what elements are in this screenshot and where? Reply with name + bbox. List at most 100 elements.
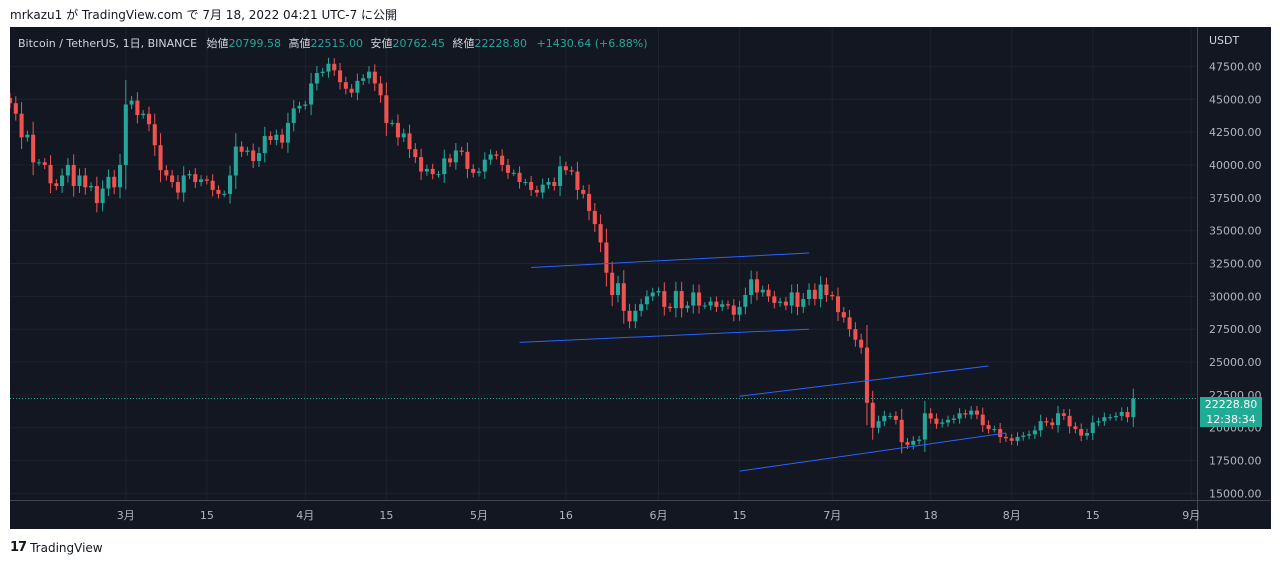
candle-body (77, 175, 82, 186)
symbol-legend: Bitcoin / TetherUS, 1日, BINANCE 始値20799.… (18, 35, 648, 51)
publish-header: mrkazu1 が TradingView.com で 7月 18, 2022 … (10, 8, 398, 22)
candle-body (384, 95, 389, 123)
candle-body (430, 168, 435, 175)
price-tick-label: 32500.00 (1209, 258, 1262, 271)
open-label: 始値 (206, 37, 229, 50)
price-tick-label: 27500.00 (1209, 323, 1262, 336)
candle-body (581, 189, 586, 194)
candle-body (10, 97, 13, 104)
candle-body (940, 422, 945, 424)
candle-body (355, 80, 360, 93)
candle-body (442, 158, 447, 175)
candle-body (210, 180, 215, 190)
candle-body (117, 164, 123, 188)
trend-channel-line[interactable] (739, 365, 989, 397)
low-label: 安値 (370, 37, 393, 50)
candle-body (1015, 436, 1020, 441)
time-tick-label: 15 (200, 509, 214, 522)
high-value: 22515.00 (310, 37, 364, 50)
candle-body (407, 133, 412, 150)
candle-body (1056, 413, 1061, 426)
candle-body (980, 414, 985, 426)
candle-body (395, 122, 400, 138)
price-chart[interactable]: 15000.0017500.0020000.0022500.0025000.00… (10, 27, 1271, 529)
candle-body (778, 301, 783, 303)
trend-channel-line[interactable] (531, 252, 810, 268)
time-tick-label: 7月 (823, 509, 841, 522)
trend-channel-line[interactable] (739, 432, 1006, 472)
candle-body (309, 83, 314, 105)
candle-body (818, 284, 823, 299)
candle-body (199, 179, 204, 183)
candle-body (598, 224, 603, 243)
candle-body (1079, 429, 1084, 436)
candle-body (743, 295, 748, 307)
candle-body (563, 166, 568, 171)
candle-body (558, 166, 563, 186)
open-value: 20799.58 (228, 37, 282, 50)
candle-body (905, 442, 910, 445)
trend-channel-line[interactable] (519, 328, 810, 343)
candle-body (274, 134, 279, 140)
candle-body (893, 415, 898, 420)
candle-body (870, 402, 875, 428)
candle-body (65, 164, 70, 176)
time-tick-label: 3月 (117, 509, 135, 522)
low-value: 20762.45 (392, 37, 446, 50)
candle-body (326, 63, 331, 72)
candle-body (1067, 415, 1072, 427)
candle-body (795, 292, 800, 307)
candle-body (864, 347, 869, 403)
candle-body (998, 429, 1003, 437)
currency-label[interactable]: USDT (1209, 34, 1240, 47)
candle-body (129, 100, 134, 105)
candle-body (436, 174, 441, 176)
candle-body (725, 304, 731, 306)
candle-body (812, 289, 817, 299)
candle-body (841, 312, 846, 318)
candle-body (575, 171, 580, 190)
candle-body (19, 113, 24, 138)
candle-body (644, 296, 649, 305)
footer-brand-label: TradingView (30, 540, 103, 555)
candle-body (268, 136, 273, 140)
candle-body (807, 289, 812, 299)
footer-brand[interactable]: 17 TradingView (10, 540, 103, 555)
candle-body (888, 415, 893, 417)
price-tick-label: 25000.00 (1209, 356, 1262, 369)
candle-body (1119, 411, 1124, 416)
candle-body (500, 155, 505, 165)
candle-body (708, 301, 713, 306)
candle-body (314, 72, 319, 84)
candle-body (540, 184, 545, 193)
price-tick-label: 45000.00 (1209, 93, 1262, 106)
price-tick-label: 15000.00 (1209, 487, 1262, 500)
candle-body (152, 124, 157, 146)
candle-body (48, 164, 53, 184)
candle-body (569, 170, 574, 172)
candle-body (31, 134, 36, 163)
candle-body (517, 172, 522, 183)
candle-body (662, 291, 667, 307)
candle-body (1073, 426, 1078, 430)
candle-body (256, 153, 262, 162)
candle-body (824, 284, 829, 296)
candle-body (760, 289, 765, 293)
candle-body (401, 133, 406, 138)
candle-body (1061, 413, 1066, 416)
candle-body (731, 305, 736, 315)
time-tick-label: 4月 (296, 509, 314, 522)
time-tick-label: 15 (733, 509, 747, 522)
candle-body (366, 71, 372, 79)
candle-body (835, 296, 841, 313)
candle-body (853, 329, 858, 340)
candle-body (158, 145, 163, 171)
time-tick-label: 18 (924, 509, 938, 522)
candle-body (297, 105, 302, 109)
candle-body (720, 304, 725, 307)
candle-body (419, 157, 424, 172)
candle-body (303, 104, 308, 106)
time-tick-label: 9月 (1182, 509, 1200, 522)
price-tick-label: 47500.00 (1209, 60, 1262, 73)
chart-frame[interactable]: 15000.00 17500.00 20000.00 22500.00 25000.00… (10, 27, 1271, 529)
